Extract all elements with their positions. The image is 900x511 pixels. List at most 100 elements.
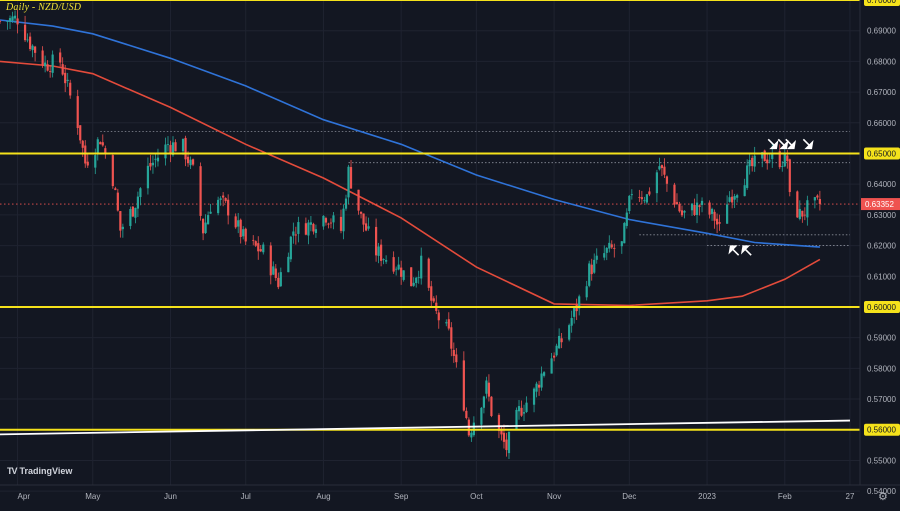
candle-body <box>663 166 666 175</box>
tradingview-logo-icon: TV <box>7 466 17 476</box>
candle-body <box>84 145 87 164</box>
candle-body <box>500 428 503 435</box>
candle-body <box>798 208 801 219</box>
candle-body <box>234 216 237 228</box>
candle-body <box>31 45 34 51</box>
y-tick-label: 0.62000 <box>867 242 896 251</box>
candle-body <box>23 24 27 41</box>
candle-body <box>347 166 350 198</box>
candle-body <box>417 277 420 279</box>
candle-body <box>695 202 699 216</box>
x-tick-label: Nov <box>547 492 561 501</box>
candle-body <box>595 255 598 260</box>
candle-body <box>374 226 378 256</box>
candle-body <box>222 195 225 198</box>
candle-body <box>445 322 448 324</box>
y-tick-label: 0.69000 <box>867 27 896 36</box>
candle-body <box>189 159 192 166</box>
candle-body <box>693 205 696 215</box>
candle-body <box>28 36 32 50</box>
candle-body <box>690 203 694 211</box>
candle-body <box>710 208 714 214</box>
candle-body <box>342 208 345 232</box>
price-level-tag <box>864 423 900 436</box>
candle-body <box>487 382 491 397</box>
candle-body <box>164 144 167 159</box>
x-tick-label: May <box>85 492 100 501</box>
candle-body <box>818 198 821 204</box>
candle-body <box>535 383 538 392</box>
candle-body <box>648 191 651 195</box>
gear-icon[interactable]: ⚙ <box>878 491 888 503</box>
candle-body <box>349 167 353 189</box>
candle-body <box>119 211 122 231</box>
candle-body <box>314 229 318 234</box>
candle-body <box>367 226 370 229</box>
candle-body <box>608 242 611 249</box>
candle-body <box>186 156 190 164</box>
candle-body <box>297 222 300 234</box>
candle-body <box>515 409 518 430</box>
candle-body <box>104 148 107 155</box>
candle-body <box>603 253 606 258</box>
candle-body <box>803 214 806 216</box>
candle-body <box>796 191 799 218</box>
candle-body <box>397 264 400 270</box>
candle-body <box>156 157 160 162</box>
candle-body <box>715 218 719 225</box>
candle-body <box>678 204 681 212</box>
candle-body <box>139 188 142 198</box>
candle-body <box>217 199 220 214</box>
candle-body <box>625 212 628 226</box>
y-tick-label: 0.64000 <box>867 180 896 189</box>
candle-body <box>327 223 330 225</box>
candle-body <box>736 195 739 198</box>
candle-body <box>0 21 2 22</box>
candle-body <box>505 439 508 451</box>
candle-body <box>382 259 385 261</box>
x-tick-label: Jun <box>164 492 177 501</box>
candle-body <box>726 204 729 224</box>
candle-body <box>786 155 789 162</box>
candle-body <box>746 165 749 188</box>
candle-body <box>13 15 17 19</box>
candle-body <box>655 172 659 194</box>
x-tick-label: Aug <box>316 492 330 501</box>
candle-body <box>279 272 282 287</box>
candle-body <box>209 211 212 214</box>
x-tick-label: Dec <box>622 492 636 501</box>
candle-body <box>294 234 297 236</box>
candle-body <box>555 345 558 356</box>
candle-body <box>174 142 177 152</box>
candle-body <box>605 247 608 253</box>
candle-body <box>482 396 486 408</box>
candle-body <box>578 296 581 309</box>
candle-body <box>101 142 104 146</box>
y-tick-label: 0.54000 <box>867 487 896 496</box>
candle-body <box>307 222 310 236</box>
candle-body <box>166 144 170 146</box>
candle-body <box>520 407 523 416</box>
candle-body <box>400 267 403 277</box>
candle-body <box>781 166 784 167</box>
candle-body <box>11 16 14 21</box>
candle-body <box>447 319 450 329</box>
candle-body <box>86 161 89 166</box>
candle-body <box>437 312 440 321</box>
y-tick-label: 0.59000 <box>867 334 896 343</box>
candle-body <box>658 166 661 170</box>
candle-body <box>259 249 262 252</box>
candle-body <box>465 410 468 419</box>
candle-body <box>64 72 67 84</box>
x-tick-label: 2023 <box>698 492 716 501</box>
price-level-tag <box>864 300 900 313</box>
candle-body <box>207 215 210 225</box>
candle-body <box>675 202 679 205</box>
y-tick-label: 0.63000 <box>867 211 896 220</box>
candle-body <box>392 257 395 272</box>
candle-body <box>219 198 222 200</box>
arrow-down-right-icon <box>802 138 814 150</box>
candle-body <box>585 286 588 298</box>
